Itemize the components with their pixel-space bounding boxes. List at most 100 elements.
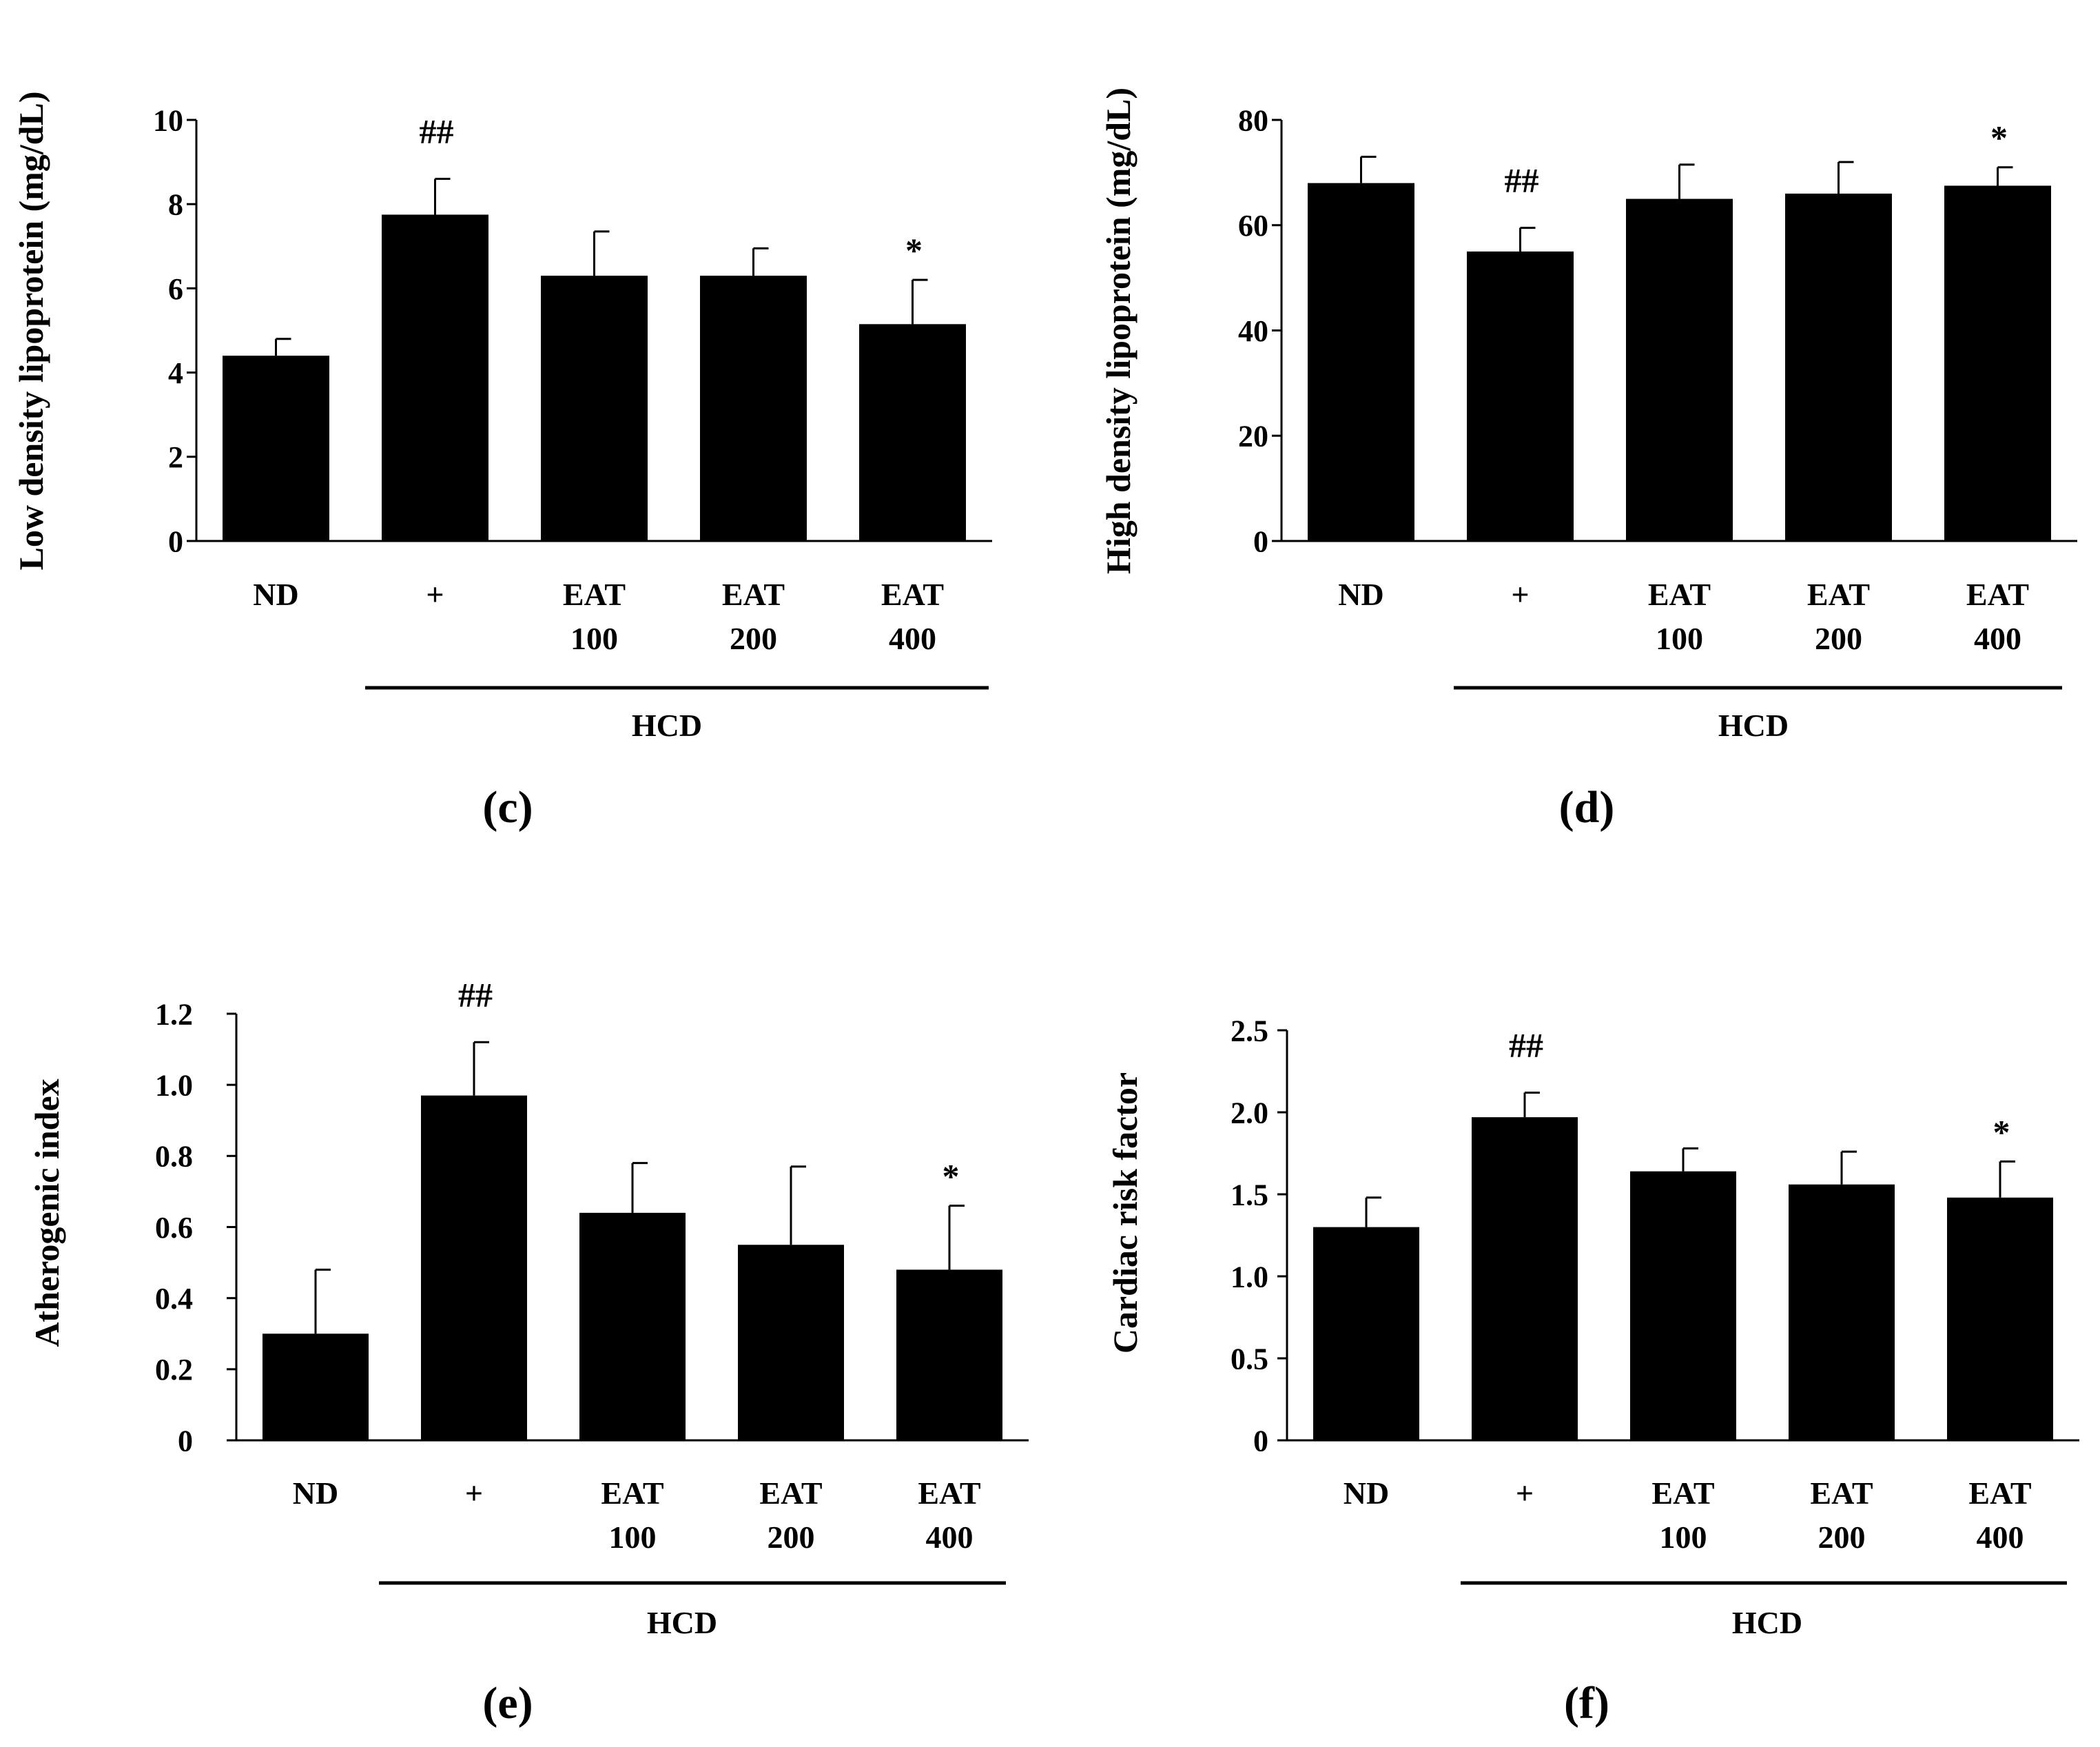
significance-marker: ## [1509, 1025, 1543, 1064]
x-tick-label: 100 [1656, 621, 1703, 656]
x-tick-label: ND [1338, 577, 1383, 612]
y-axis-label: Cardiac risk factor [1106, 1072, 1144, 1353]
panel-label: (d) [1559, 782, 1615, 832]
x-tick-label: 400 [1977, 1520, 2024, 1555]
bar [1467, 251, 1574, 541]
y-tick-label: 0.6 [155, 1211, 193, 1245]
bar [382, 214, 488, 541]
y-axis-label: Low density lipoprotein (mg/dL) [12, 92, 50, 571]
chart-panel-f: 0 0.5 1.0 1.5 2.0 2.5 ND ## + EAT 100 EAT 200 * EAT 400… [1106, 1014, 2079, 1728]
y-tick-label: 0 [1253, 1424, 1268, 1458]
bar [700, 276, 807, 541]
x-tick-label: 200 [768, 1520, 815, 1555]
y-tick-label: 0.2 [155, 1353, 193, 1387]
x-tick-label: EAT [1807, 577, 1870, 612]
x-tick-label: + [465, 1475, 483, 1511]
bar [1944, 185, 2051, 541]
significance-marker: * [1993, 1112, 2010, 1151]
y-tick-label: 80 [1238, 103, 1268, 137]
y-tick-label: 2.0 [1231, 1096, 1268, 1130]
bar [579, 1212, 686, 1440]
y-tick-label: 0 [168, 524, 183, 558]
x-tick-label: 400 [926, 1520, 974, 1555]
y-tick-label: 4 [168, 356, 183, 390]
group-label: HCD [1732, 1605, 1802, 1640]
x-tick-label: 100 [1660, 1520, 1707, 1555]
y-tick-label: 0 [178, 1424, 193, 1458]
bar [1313, 1227, 1419, 1440]
panel-label: (f) [1564, 1678, 1609, 1728]
panel-label: (e) [482, 1678, 533, 1728]
y-tick-label: 10 [153, 103, 183, 137]
x-tick-label: EAT [1651, 1475, 1714, 1511]
bar [896, 1269, 1002, 1440]
x-tick-label: + [1511, 577, 1529, 612]
x-tick-label: EAT [601, 1475, 663, 1511]
significance-marker: ## [1505, 161, 1539, 200]
y-tick-label: 6 [168, 272, 183, 306]
bar [541, 276, 648, 541]
x-tick-label: ND [1344, 1475, 1389, 1511]
x-tick-label: + [1516, 1475, 1534, 1511]
y-tick-label: 8 [168, 188, 183, 222]
x-tick-label: EAT [759, 1475, 822, 1511]
bar [262, 1334, 369, 1440]
x-tick-label: 400 [889, 621, 936, 656]
x-tick-label: EAT [918, 1475, 980, 1511]
bar [738, 1245, 844, 1440]
y-tick-label: 2.5 [1231, 1014, 1268, 1048]
y-tick-label: 20 [1238, 420, 1268, 453]
x-tick-label: EAT [722, 577, 785, 612]
x-tick-label: 200 [1815, 621, 1862, 656]
x-tick-label: EAT [563, 577, 626, 612]
x-tick-label: 400 [1974, 621, 2021, 656]
significance-marker: * [1990, 119, 2008, 157]
x-tick-label: 200 [1818, 1520, 1866, 1555]
group-label: HCD [647, 1605, 717, 1640]
x-tick-label: ND [253, 577, 298, 612]
significance-marker: ## [420, 112, 454, 151]
bar [223, 356, 329, 541]
x-tick-label: 100 [570, 621, 618, 656]
bar [421, 1095, 527, 1440]
bar [1472, 1117, 1578, 1440]
x-tick-label: + [426, 577, 444, 612]
y-tick-label: 1.5 [1231, 1178, 1268, 1212]
bar [859, 324, 966, 541]
y-tick-label: 1.0 [155, 1069, 193, 1103]
chart-panel-e: 0 0.2 0.4 0.6 0.8 1.0 1.2 ND ## + EAT 100 EAT 200 * EAT… [28, 975, 1029, 1728]
significance-marker: * [905, 231, 923, 269]
bar [1785, 193, 1892, 541]
x-tick-label: EAT [1966, 577, 2029, 612]
y-axis-label: High density lipoprotein (mg/dL) [1099, 88, 1138, 574]
chart-panel-d: 0 20 40 60 80 ND ## + EAT 100 EAT 200 * EAT 400 HCD High… [1099, 88, 2077, 832]
y-tick-label: 0.8 [155, 1140, 193, 1174]
bar [1789, 1184, 1895, 1440]
y-tick-label: 0 [1253, 524, 1268, 558]
y-tick-label: 1.0 [1231, 1260, 1268, 1294]
x-tick-label: EAT [1648, 577, 1711, 612]
y-tick-label: 60 [1238, 209, 1268, 243]
x-tick-label: EAT [1810, 1475, 1873, 1511]
bar [1947, 1197, 2053, 1440]
bar [1630, 1171, 1736, 1440]
y-tick-label: 1.2 [155, 997, 193, 1031]
panel-label: (c) [482, 782, 533, 832]
y-tick-label: 2 [168, 440, 183, 474]
group-label: HCD [632, 708, 702, 743]
y-axis-label: Atherogenic index [28, 1079, 66, 1347]
x-tick-label: EAT [1968, 1475, 2031, 1511]
y-tick-label: 40 [1238, 314, 1268, 348]
x-tick-label: 200 [730, 621, 777, 656]
bar [1626, 198, 1733, 541]
x-tick-label: EAT [881, 577, 944, 612]
significance-marker: * [943, 1157, 960, 1196]
group-label: HCD [1718, 708, 1789, 743]
x-tick-label: ND [293, 1475, 338, 1511]
y-tick-label: 0.5 [1231, 1342, 1268, 1376]
chart-panel-c: 0 2 4 6 8 10 ND ## + EAT 100 EAT 200 * EAT 400 HCD Low de… [12, 92, 992, 832]
y-tick-label: 0.4 [155, 1282, 193, 1316]
significance-marker: ## [458, 975, 493, 1014]
x-tick-label: 100 [609, 1520, 657, 1555]
